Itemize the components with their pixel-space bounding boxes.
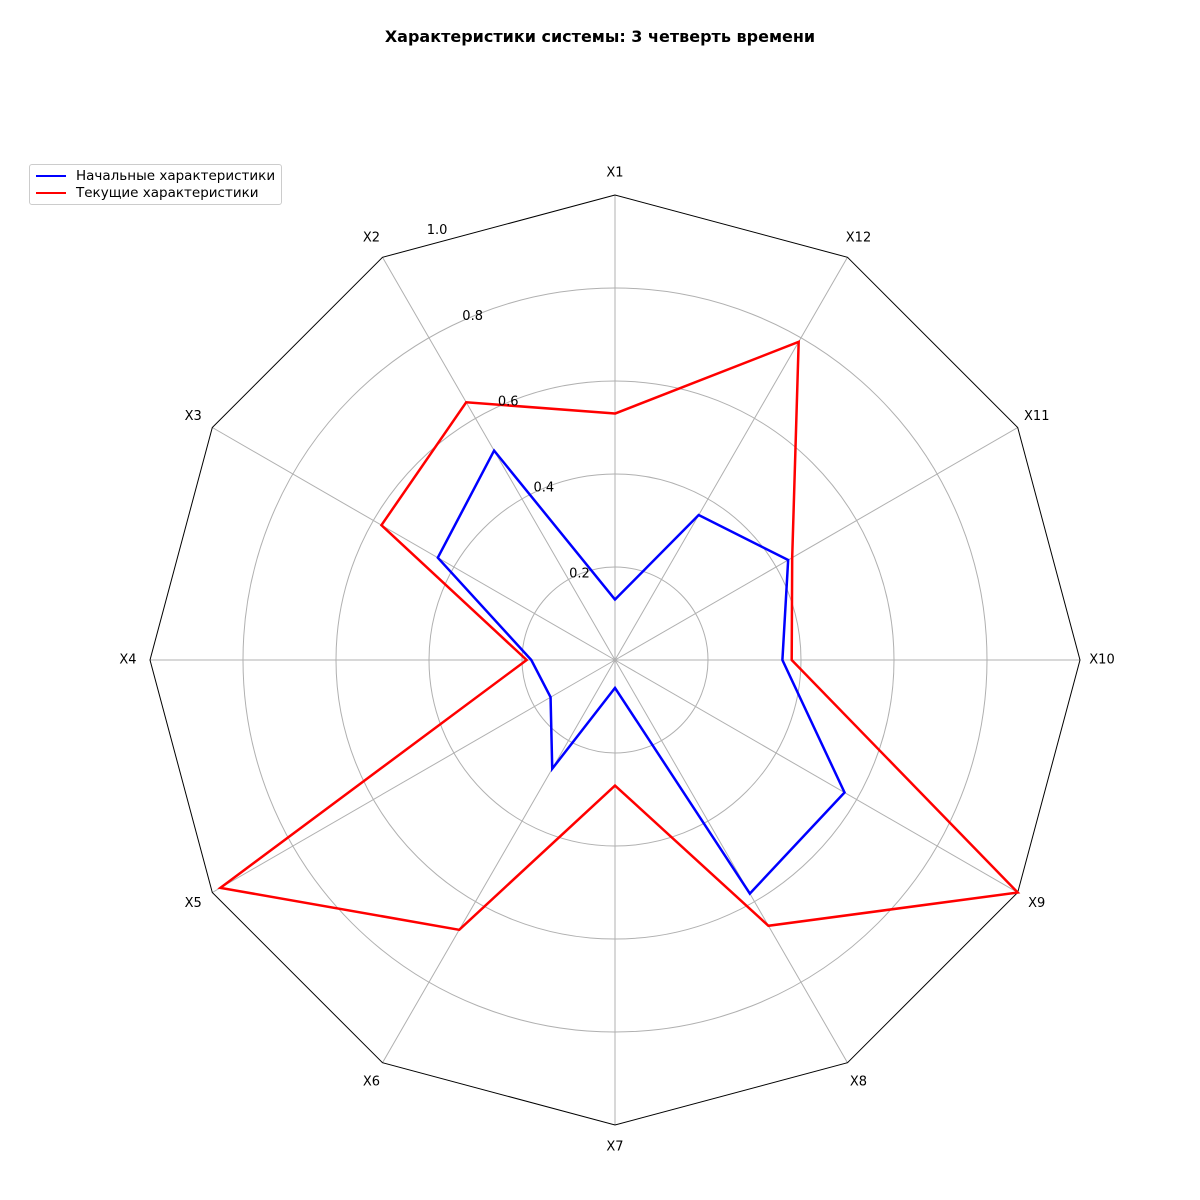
legend-label-current: Текущие характеристики <box>76 184 259 201</box>
radial-grid <box>150 195 1080 1125</box>
radial-tick-label: 0.2 <box>569 567 590 582</box>
axis-label-x10: X10 <box>1089 653 1114 668</box>
grid-spoke <box>614 257 848 661</box>
axis-label-x12: X12 <box>846 231 871 246</box>
grid-spoke <box>212 659 616 893</box>
axis-label-x5: X5 <box>185 896 202 911</box>
legend-swatch-initial <box>36 174 66 177</box>
axis-labels: X1 X2 X3 X4 X5 X6 X7 X8 X9 X10 X11 X12 <box>119 166 1114 1155</box>
axis-label-x4: X4 <box>119 653 136 668</box>
grid-spoke <box>382 659 616 1063</box>
axis-label-x7: X7 <box>606 1140 623 1155</box>
legend: Начальные характеристики Текущие характе… <box>29 164 283 205</box>
grid-spoke <box>212 427 616 661</box>
axis-label-x3: X3 <box>185 409 202 424</box>
radial-tick-label: 1.0 <box>427 223 448 238</box>
outer-frame <box>149 194 1081 1126</box>
legend-label-initial: Начальные характеристики <box>76 167 276 184</box>
grid-spoke <box>614 427 1018 661</box>
axis-label-x8: X8 <box>850 1074 867 1089</box>
grid-spoke <box>614 659 848 1063</box>
series-line-initial <box>436 448 847 896</box>
axis-label-x2: X2 <box>363 231 380 246</box>
series-lines <box>217 340 1021 932</box>
legend-swatch-current <box>36 191 66 194</box>
radial-tick-label: 0.4 <box>533 481 554 496</box>
legend-item-current: Текущие характеристики <box>36 184 275 201</box>
radial-tick-label: 0.8 <box>462 309 483 324</box>
axis-label-x9: X9 <box>1028 896 1045 911</box>
axis-label-x6: X6 <box>363 1074 380 1089</box>
axis-label-x11: X11 <box>1024 409 1049 424</box>
radial-tick-label: 0.6 <box>498 395 519 410</box>
chart-title: Характеристики системы: 3 четверть време… <box>385 27 815 46</box>
legend-item-initial: Начальные характеристики <box>36 167 275 184</box>
grid-spoke <box>614 659 1018 893</box>
series-line-current <box>217 340 1021 932</box>
grid-spoke <box>382 257 616 661</box>
axis-label-x1: X1 <box>606 166 623 181</box>
frame-polygon <box>149 194 1081 1126</box>
radial-ticks: 0.2 0.4 0.6 0.8 1.0 <box>427 223 590 582</box>
